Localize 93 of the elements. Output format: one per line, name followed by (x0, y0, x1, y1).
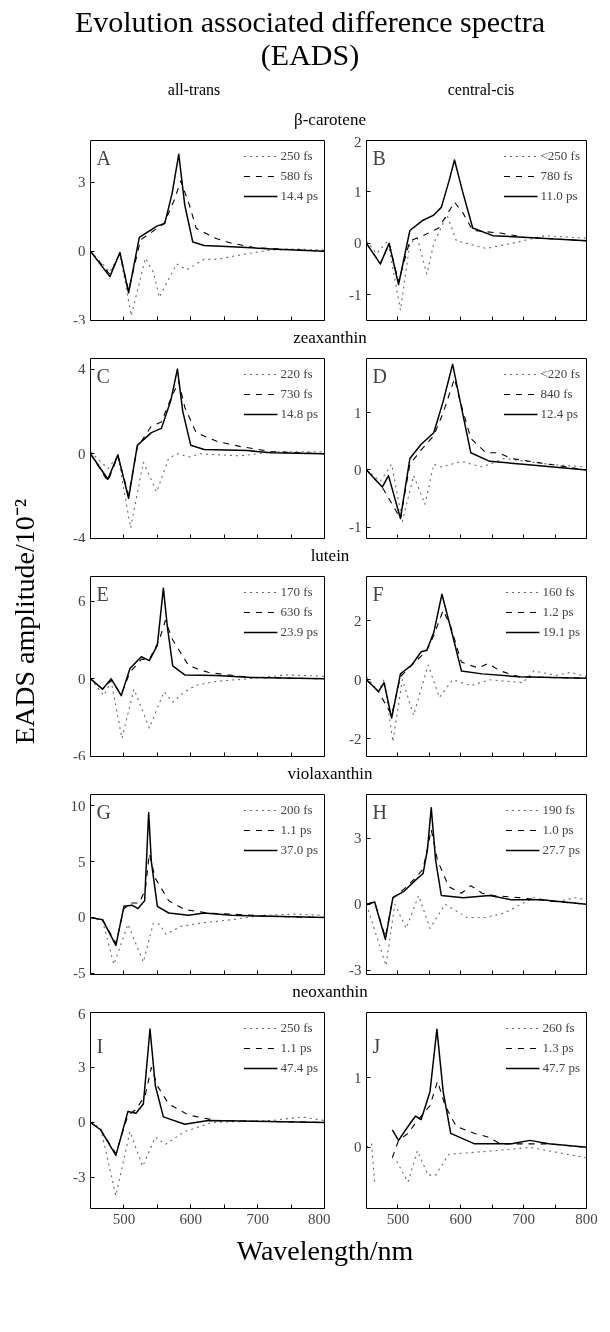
y-tick-label: -1 (349, 519, 362, 536)
annotation: E (96, 582, 109, 605)
legend-label: <220 fs (540, 366, 580, 382)
annotation: B (372, 146, 386, 169)
y-tick-label: 1 (354, 404, 362, 421)
legend-label: 250 fs (280, 1020, 313, 1036)
legend-label: 14.4 ps (280, 188, 318, 204)
legend-label: 1.2 ps (542, 604, 574, 620)
y-tick-label: -6 (73, 747, 86, 764)
annotation: G (96, 800, 111, 823)
y-axis-title: EADS amplitude/10⁻² (9, 498, 40, 745)
legend-label: 27.7 ps (542, 842, 580, 858)
y-tick-label: 2 (354, 612, 362, 629)
chart-subtitle: neoxanthin (292, 982, 368, 1002)
y-tick-label: 1 (354, 1069, 362, 1086)
y-tick-label: 0 (78, 445, 86, 462)
y-tick-label: 2 (354, 133, 362, 150)
annotation: C (96, 364, 110, 387)
legend-label: 1.3 ps (542, 1040, 574, 1056)
y-tick-label: 3 (78, 174, 86, 191)
legend-label: 220 fs (280, 366, 313, 382)
x-tick-label: 700 (246, 1210, 269, 1227)
y-tick-label: 0 (354, 896, 362, 913)
legend-label: 730 fs (280, 386, 313, 402)
y-tick-label: -5 (73, 965, 86, 982)
chart-subtitle: lutein (310, 546, 350, 566)
y-tick-label: 0 (78, 1114, 86, 1131)
y-tick-label: 0 (354, 461, 362, 478)
legend-label: <250 fs (540, 148, 580, 164)
y-tick-label: 3 (78, 1059, 86, 1076)
y-tick-label: -3 (73, 1169, 86, 1186)
legend-label: 37.0 ps (280, 842, 318, 858)
legend-label: 260 fs (542, 1020, 575, 1036)
y-tick-label: 4 (78, 361, 86, 378)
y-tick-label: 0 (78, 909, 86, 926)
legend-label: 1.1 ps (280, 1040, 312, 1056)
y-tick-label: 0 (354, 671, 362, 688)
line-series (90, 451, 325, 529)
y-tick-label: 0 (78, 670, 86, 687)
y-tick-label: 3 (354, 830, 362, 847)
legend-label: 12.4 ps (540, 406, 579, 422)
legend-label: 19.1 ps (542, 624, 580, 640)
legend-label: 47.7 ps (542, 1060, 580, 1076)
y-tick-label: 5 (78, 853, 86, 870)
legend-label: 47.4 ps (280, 1060, 318, 1076)
y-tick-label: 10 (70, 797, 86, 814)
annotation: I (96, 1034, 104, 1057)
legend-label: 250 fs (280, 148, 313, 164)
y-tick-label: 1 (354, 183, 362, 200)
y-tick-label: 0 (78, 243, 86, 260)
legend-label: 840 fs (540, 386, 573, 402)
legend-label: 160 fs (542, 584, 575, 600)
y-tick-label: -1 (349, 286, 362, 303)
legend-label: 780 fs (540, 168, 573, 184)
annotation: D (372, 364, 387, 387)
x-tick-label: 800 (575, 1210, 598, 1227)
x-tick-label: 600 (449, 1210, 473, 1227)
chart-subtitle: β-carotene (294, 110, 366, 130)
legend-label: 1.1 ps (280, 822, 312, 838)
text: all-trans (167, 81, 221, 99)
chart-subtitle: violaxanthin (287, 764, 373, 784)
annotation: J (372, 1034, 381, 1057)
annotation: H (372, 800, 387, 823)
x-axis-title: Wavelength/nm (236, 1234, 414, 1268)
y-tick-label: -3 (73, 311, 86, 328)
y-tick-label: -4 (73, 529, 86, 546)
legend-label: 1.0 ps (542, 822, 574, 838)
chart-title: Evolution associated difference spectra (EADS) (73, 5, 547, 71)
text: central-cis (447, 81, 515, 99)
line-series (366, 664, 587, 743)
x-tick-label: 500 (112, 1210, 136, 1227)
legend-label: 14.8 ps (280, 406, 318, 422)
y-tick-label: 0 (354, 1139, 362, 1156)
annotation: A (96, 146, 112, 169)
x-tick-label: 800 (308, 1210, 331, 1227)
legend-label: 630 fs (280, 604, 313, 620)
legend-label: 23.9 ps (280, 624, 318, 640)
x-tick-label: 600 (179, 1210, 203, 1227)
legend-label: 200 fs (280, 802, 313, 818)
line-series (366, 214, 587, 311)
x-tick-label: 500 (386, 1210, 410, 1227)
legend-label: 190 fs (542, 802, 575, 818)
y-tick-label: 0 (354, 235, 362, 252)
legend-label: 11.0 ps (540, 188, 578, 204)
x-tick-label: 700 (512, 1210, 535, 1227)
legend-label: 580 fs (280, 168, 313, 184)
y-tick-label: 6 (78, 1005, 86, 1022)
y-tick-label: 6 (78, 593, 86, 610)
chart-subtitle: zeaxanthin (293, 328, 367, 348)
annotation: F (372, 582, 384, 605)
legend-label: 170 fs (280, 584, 313, 600)
y-tick-label: -2 (349, 730, 362, 747)
y-tick-label: -3 (349, 962, 362, 979)
